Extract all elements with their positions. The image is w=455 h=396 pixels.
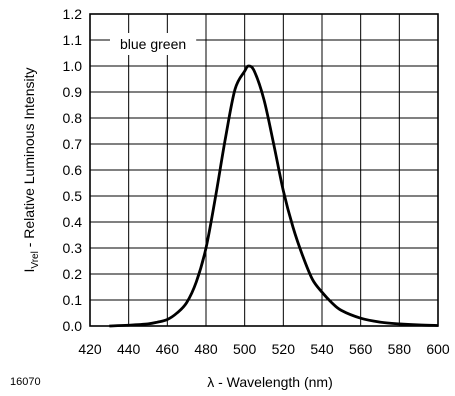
y-axis-label: IVrel - Relative Luminous Intensity	[21, 68, 41, 273]
x-tick-label: 580	[388, 341, 412, 357]
y-tick-label: 0.2	[63, 266, 83, 282]
y-tick-label: 0.6	[63, 162, 83, 178]
figure-id: 16070	[10, 376, 41, 388]
x-tick-label: 600	[426, 341, 450, 357]
y-tick-label: 0.3	[63, 240, 83, 256]
x-tick-label: 520	[272, 341, 296, 357]
y-tick-label: 1.1	[63, 32, 83, 48]
y-tick-label: 0.8	[63, 110, 83, 126]
y-tick-label: 1.2	[63, 6, 83, 22]
x-tick-label: 560	[349, 341, 373, 357]
x-tick-label: 440	[117, 341, 141, 357]
y-axis-label-subscript: Vrel	[30, 251, 41, 268]
y-tick-label: 0.7	[63, 136, 83, 152]
x-tick-label: 540	[310, 341, 334, 357]
intensity-curve	[109, 64, 439, 328]
x-tick-label: 480	[194, 341, 218, 357]
y-tick-labels: 0.0 0.1 0.2 0.3 0.4 0.5 0.6 0.7 0.8 0.9 1.0 1.1 1.2	[63, 6, 83, 334]
grid-lines	[89, 13, 439, 327]
y-axis-label-rest: - Relative Luminous Intensity	[21, 68, 37, 252]
x-tick-labels: 420 440 460 480 500 520 540 560 580 600	[78, 341, 450, 357]
x-tick-label: 500	[233, 341, 257, 357]
x-axis-label: λ - Wavelength (nm)	[207, 374, 333, 390]
y-tick-label: 0.9	[63, 84, 83, 100]
x-tick-label: 460	[156, 341, 180, 357]
y-tick-label: 0.5	[63, 188, 83, 204]
y-tick-label: 0.0	[63, 318, 83, 334]
series-annotation-label: blue green	[120, 36, 186, 52]
y-tick-label: 0.4	[63, 214, 83, 230]
x-tick-label: 420	[78, 341, 102, 357]
annotation-background	[110, 33, 197, 55]
y-tick-label: 1.0	[63, 58, 83, 74]
y-axis-label-main: I	[21, 269, 37, 273]
y-tick-label: 0.1	[63, 292, 83, 308]
series-layer	[109, 64, 439, 328]
plot-frame	[89, 13, 439, 327]
